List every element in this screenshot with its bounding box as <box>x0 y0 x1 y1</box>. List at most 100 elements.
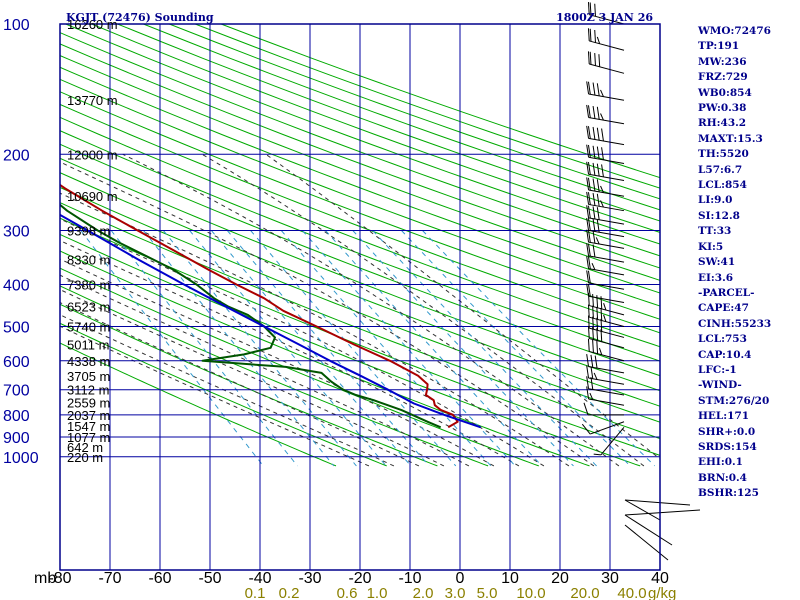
low-level-wind-sketch <box>624 524 669 561</box>
index-item: STM:276/20 <box>698 394 770 407</box>
index-item: KI:5 <box>698 240 724 253</box>
wind-barb-staff <box>588 93 625 101</box>
index-item: CAP:10.4 <box>698 348 752 361</box>
height-label: 2559 m <box>67 396 110 411</box>
wind-barb-flag <box>596 341 599 354</box>
moist-adiabat <box>60 302 420 467</box>
wind-barb-staff <box>589 350 625 362</box>
wind-barb-flag <box>596 163 600 177</box>
wind-barb-flag <box>600 200 604 208</box>
temperature-tick-label: 10 <box>501 570 519 587</box>
temperature-tick-label: -40 <box>248 570 271 587</box>
index-item: -WIND- <box>698 379 742 392</box>
x-axis-unit-label: mb <box>34 570 56 587</box>
moist-adiabat <box>60 288 445 467</box>
wind-barb-flag <box>596 219 600 233</box>
index-item: MW:236 <box>698 55 747 68</box>
index-item: EI:3.6 <box>698 271 734 284</box>
pressure-tick-label: 300 <box>3 223 30 240</box>
low-level-wind-sketch <box>624 509 701 516</box>
mixing-ratio-tick-label: 1.0 <box>367 585 388 600</box>
wind-barb-flag <box>596 317 599 331</box>
wind-barb-flag <box>603 314 607 322</box>
pressure-tick-label: 900 <box>3 430 30 447</box>
wind-barb-flag <box>586 354 590 367</box>
wind-barb-flag <box>596 83 600 96</box>
moist-adiabat <box>60 192 570 467</box>
moist-adiabat <box>60 274 470 467</box>
wind-barb-staff <box>588 116 625 125</box>
mixing-ratio-line <box>143 230 335 467</box>
dry-adiabat <box>60 217 660 456</box>
index-item: L57:6.7 <box>698 163 743 176</box>
wind-barb-flag <box>586 243 590 256</box>
dry-adiabat <box>60 116 660 348</box>
wind-barb-flag <box>587 51 590 65</box>
dewpoint-profile <box>60 203 442 429</box>
mixing-ratio-tick-label: 3.0 <box>445 585 466 600</box>
dry-adiabat <box>117 24 660 222</box>
index-item: SW:41 <box>698 256 736 269</box>
wind-barb-flag <box>594 3 596 17</box>
wind-barb-flag <box>592 162 596 176</box>
pressure-tick-label: 1000 <box>3 450 39 467</box>
wind-barb-flag <box>593 372 598 380</box>
index-item: CINH:55233 <box>698 317 772 330</box>
wind-barb-flag <box>587 229 591 243</box>
low-level-wind-sketch <box>624 514 673 546</box>
mixing-ratio-tick-label: 20.0 <box>570 585 599 600</box>
wind-barb-flag <box>587 192 591 205</box>
height-label: 5740 m <box>67 320 110 335</box>
wind-barb-flag <box>596 36 601 44</box>
mixing-ratio-tick-label: 5.0 <box>477 585 498 600</box>
moist-adiabat <box>60 314 395 467</box>
wind-barb-flag <box>587 292 590 306</box>
wind-barb-flag <box>587 28 590 41</box>
index-item: TH:5520 <box>698 148 749 161</box>
wind-barb-flag <box>596 295 599 308</box>
index-item: EHI:0.1 <box>698 456 743 469</box>
pressure-tick-label: 800 <box>3 408 30 425</box>
dry-adiabat <box>60 172 660 407</box>
index-item: WMO:72476 <box>698 25 771 37</box>
index-item: SI:12.8 <box>698 209 740 222</box>
index-item: FRZ:729 <box>698 71 748 84</box>
wind-barb-flag <box>586 205 590 218</box>
wind-barb-flag <box>587 304 590 318</box>
height-label: 5011 m <box>67 337 109 352</box>
height-label: 9398 m <box>67 223 110 238</box>
wind-barb-flag <box>587 283 591 297</box>
wind-barb-flag <box>594 355 598 369</box>
index-item: TP:191 <box>698 40 740 53</box>
pressure-tick-label: 400 <box>3 278 30 295</box>
mixing-ratio-tick-label: 0.6 <box>337 585 358 600</box>
wind-barb-flag <box>587 205 591 219</box>
wind-barb-flag <box>586 81 590 95</box>
wind-barb-flag <box>592 106 596 119</box>
wind-barb-flag <box>586 144 590 158</box>
plot-frame <box>59 23 661 571</box>
wind-barb-flag <box>586 161 590 175</box>
mixing-ratio-tick-label: 10.0 <box>516 585 545 600</box>
wind-barb-staff <box>589 316 625 327</box>
wind-barb-staff <box>588 388 625 396</box>
temperature-profile <box>60 183 459 429</box>
wind-barb-staff <box>589 338 625 349</box>
wind-barb-flag <box>586 125 590 139</box>
index-item: RH:43.2 <box>698 117 747 130</box>
wind-barb-flag <box>581 423 591 435</box>
wind-barb-flag <box>600 307 603 321</box>
index-item: SRDS:154 <box>698 440 757 453</box>
wind-barb-flag <box>596 193 600 207</box>
wind-barb-flag <box>601 164 604 177</box>
dry-adiabat <box>60 54 660 281</box>
index-item: LI:9.0 <box>698 194 733 207</box>
wind-barb-staff <box>588 137 625 146</box>
pressure-tick-label: 600 <box>3 354 30 371</box>
height-label: 12000 m <box>67 147 118 162</box>
wind-barb-flag <box>603 303 607 311</box>
wind-barb-flag <box>586 376 590 389</box>
height-label: 13770 m <box>67 93 118 108</box>
wind-barb-flag <box>586 104 590 118</box>
pressure-tick-label: 500 <box>3 320 30 337</box>
